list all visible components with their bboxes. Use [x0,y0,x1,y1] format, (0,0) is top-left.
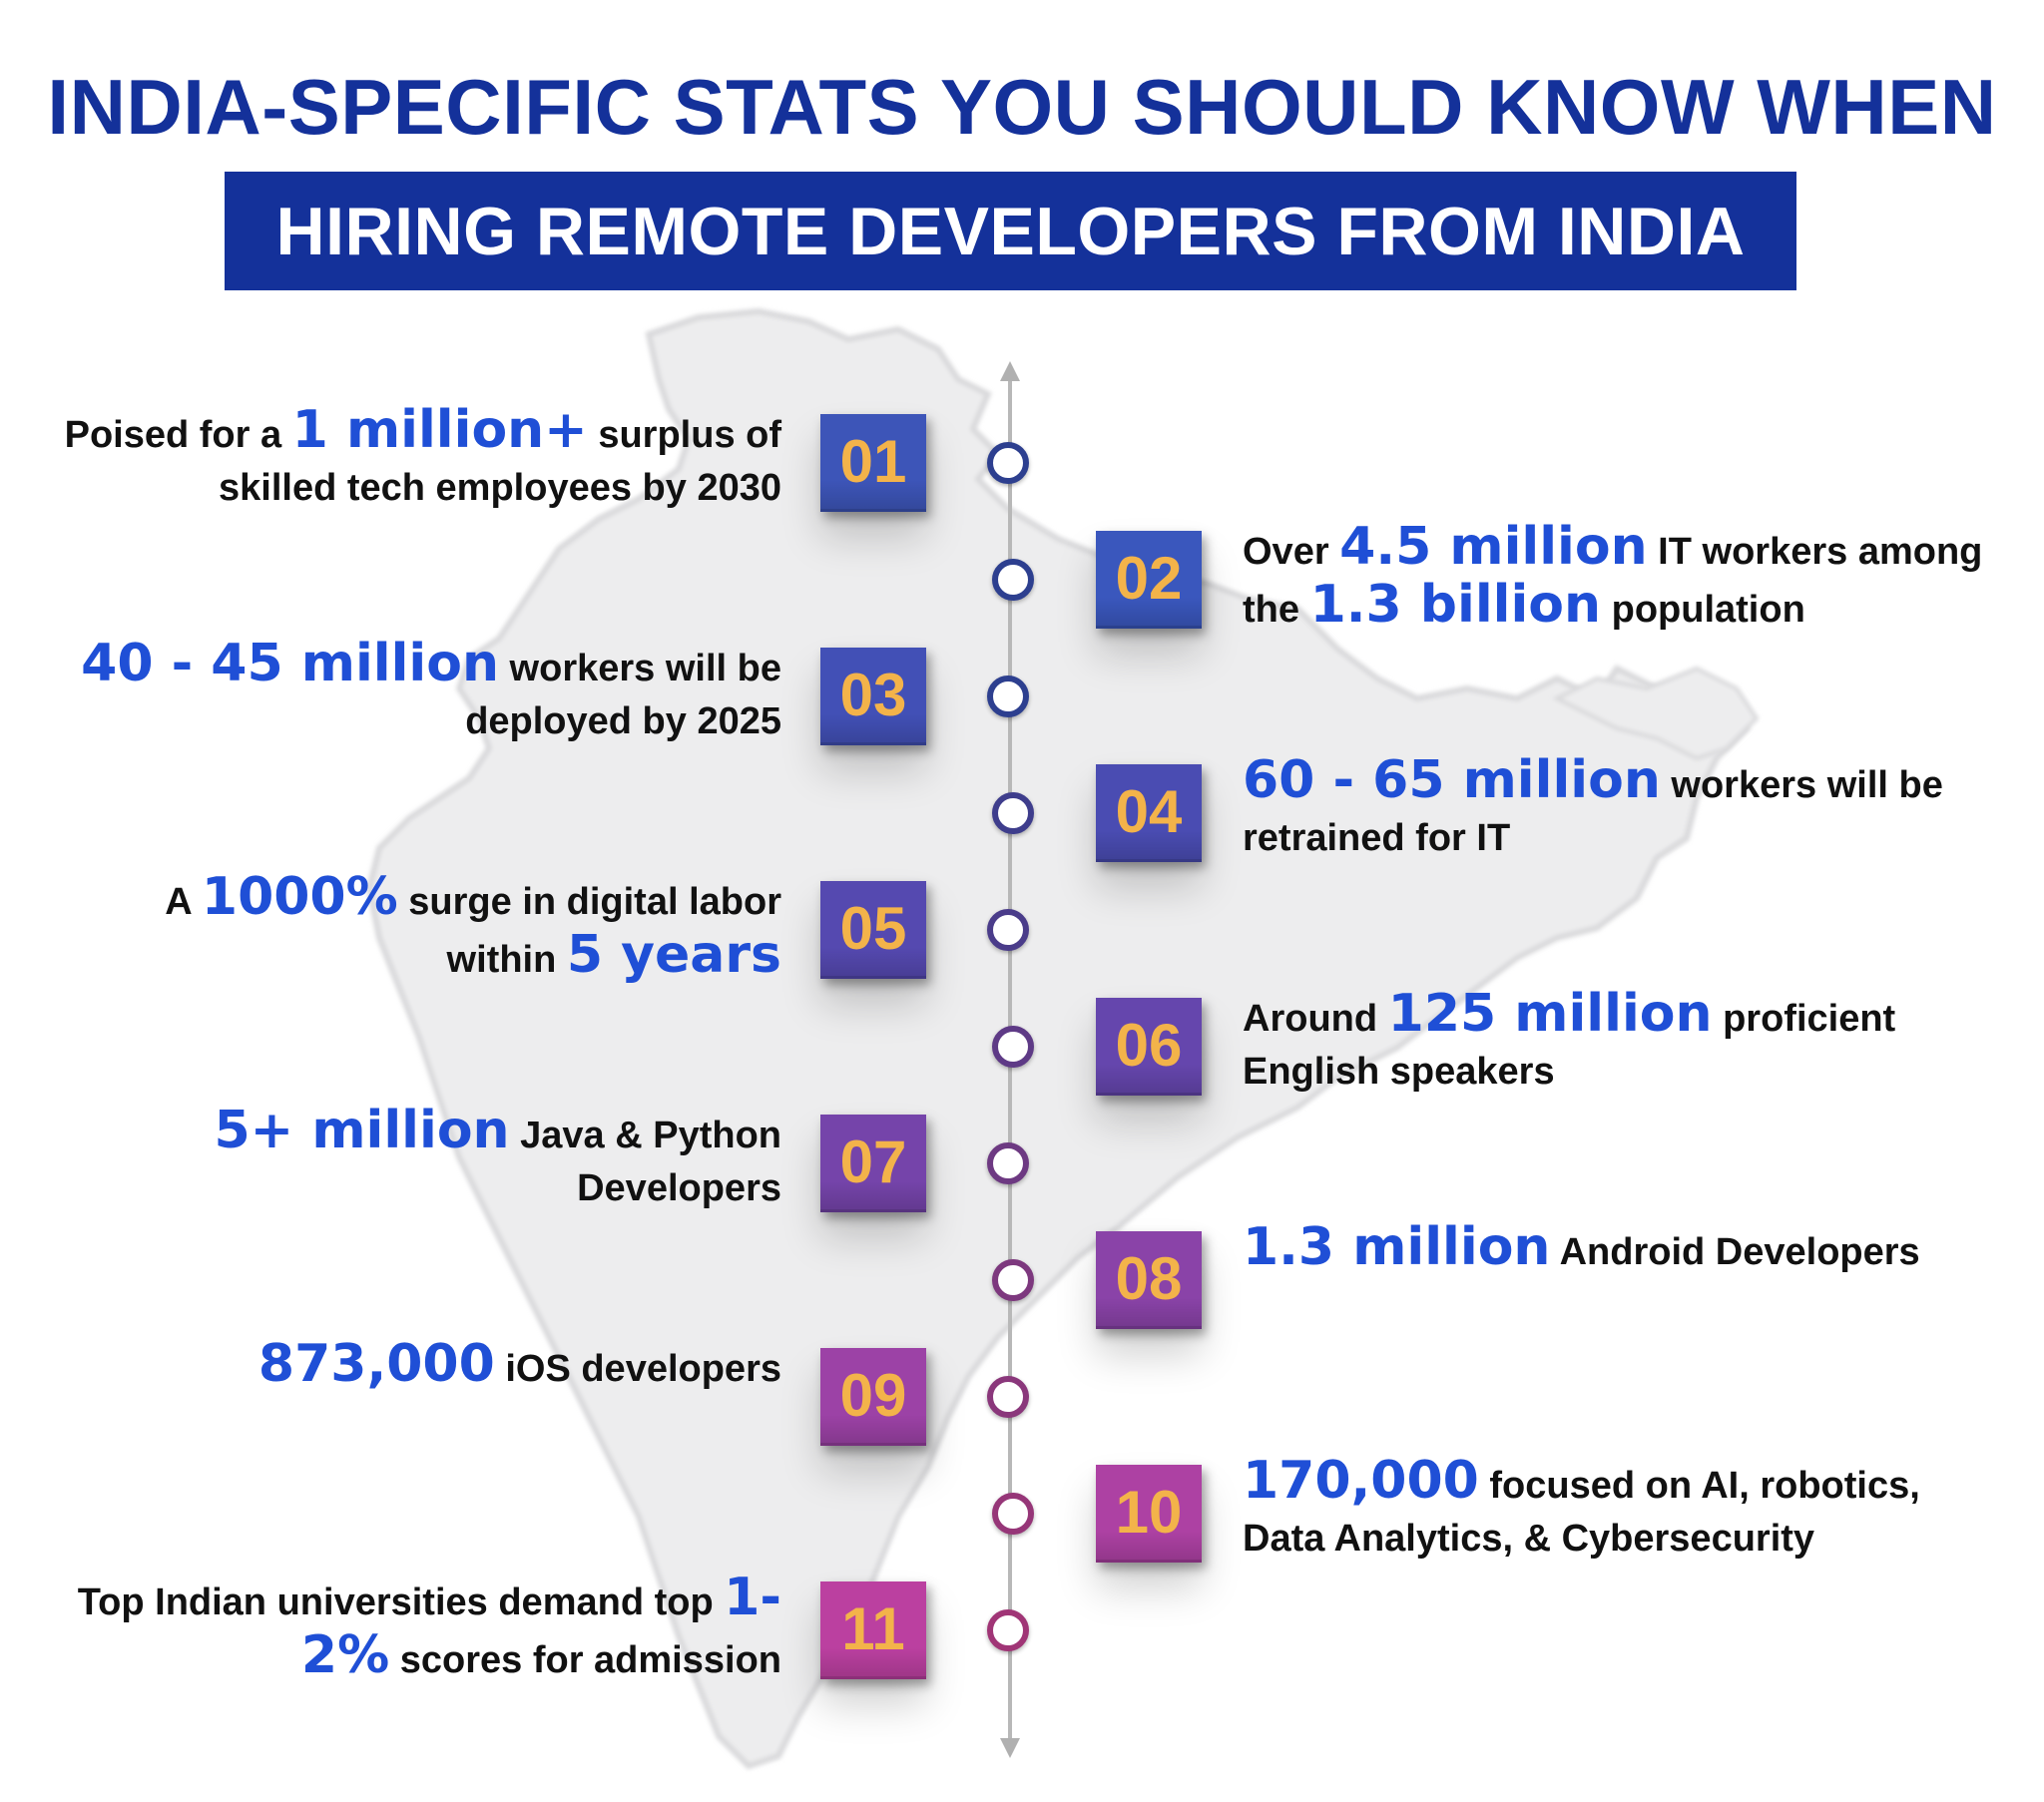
stat-number-07: 07 [820,1115,926,1212]
stat-highlight: 5 years [566,925,781,985]
stat-highlight: 4.5 million [1339,517,1648,577]
stat-caption: Top Indian universities demand top [77,1581,725,1623]
timeline-dot-11 [987,1609,1029,1651]
stat-number-06: 06 [1096,998,1202,1096]
stat-number-11: 11 [820,1581,926,1679]
stat-text-02: Over 4.5 million IT workers among the 1.… [1243,521,2021,637]
timeline-dot-01 [987,442,1029,484]
stat-number-01: 01 [820,414,926,512]
stat-caption: workers will be retrained for IT [1243,764,1943,859]
stat-highlight: 125 million [1387,984,1713,1044]
stat-text-03: 40 - 45 million workers will be deployed… [63,638,781,748]
stat-caption: A [165,881,202,923]
stat-caption: Around [1243,998,1388,1040]
stat-number-04: 04 [1096,764,1202,862]
stat-caption: IT workers among the [1243,531,1983,631]
timeline-dot-08 [992,1259,1034,1301]
stat-caption: proficient English speakers [1243,998,1896,1093]
stat-caption: Poised for a [64,414,292,456]
stat-number-03: 03 [820,648,926,745]
stat-caption: Java & Python Developers [509,1115,781,1209]
title-line-1: INDIA-SPECIFIC STATS YOU SHOULD KNOW WHE… [47,63,1997,151]
title-line-2: HIRING REMOTE DEVELOPERS FROM INDIA [275,193,1746,269]
timeline-dot-03 [987,676,1029,717]
stat-text-11: Top Indian universities demand top 1-2% … [63,1572,781,1687]
stat-caption: workers will be deployed by 2025 [465,648,781,742]
stat-text-09: 873,000 iOS developers [63,1338,781,1396]
stat-text-10: 170,000 focused on AI, robotics, Data An… [1243,1455,1981,1566]
stat-caption: focused on AI, robotics, Data Analytics,… [1243,1465,1920,1560]
stat-highlight: 1.3 million [1243,1217,1551,1277]
stat-caption: scores for admission [389,1639,781,1681]
timeline-dot-10 [992,1493,1034,1535]
stat-caption: surplus of skilled tech employees by 203… [219,414,781,509]
stat-highlight: 170,000 [1243,1451,1479,1511]
stat-text-01: Poised for a 1 million+ surplus of skill… [63,404,781,515]
stat-number-09: 09 [820,1348,926,1446]
stat-number-05: 05 [820,881,926,979]
timeline-dot-02 [992,559,1034,601]
stat-highlight: 60 - 65 million [1243,750,1661,810]
stat-number-02: 02 [1096,531,1202,629]
timeline-dot-04 [992,792,1034,834]
stat-highlight: 1.3 billion [1309,575,1602,635]
stat-text-05: A 1000% surge in digital labor within 5 … [123,871,781,987]
stat-highlight: 1000% [201,867,398,927]
stat-highlight: 873,000 [257,1334,495,1394]
timeline-dot-07 [987,1142,1029,1184]
northeast-map-shape [1552,666,1760,761]
stat-caption: population [1601,589,1805,631]
stat-text-04: 60 - 65 million workers will be retraine… [1243,754,2001,865]
axis-arrow-down-icon [1000,1738,1020,1758]
stat-caption: Android Developers [1550,1231,1920,1273]
stat-highlight: 5+ million [214,1101,510,1160]
stat-caption: iOS developers [494,1348,781,1390]
timeline-dot-09 [987,1376,1029,1418]
stat-highlight: 40 - 45 million [81,634,499,693]
stat-number-10: 10 [1096,1465,1202,1563]
stat-highlight: 1 million+ [291,400,588,460]
timeline-dot-05 [987,909,1029,951]
stat-caption: Over [1243,531,1340,573]
stat-text-07: 5+ million Java & Python Developers [163,1105,781,1215]
stat-number-08: 08 [1096,1231,1202,1329]
stat-caption: surge in digital labor within [397,881,781,981]
timeline-dot-06 [992,1026,1034,1068]
stat-text-08: 1.3 million Android Developers [1243,1221,2001,1279]
stat-text-06: Around 125 million proficient English sp… [1243,988,1981,1099]
title-band: HIRING REMOTE DEVELOPERS FROM INDIA [225,172,1796,290]
axis-arrow-up-icon [1000,361,1020,381]
stat-highlight: 1-2% [300,1568,781,1685]
